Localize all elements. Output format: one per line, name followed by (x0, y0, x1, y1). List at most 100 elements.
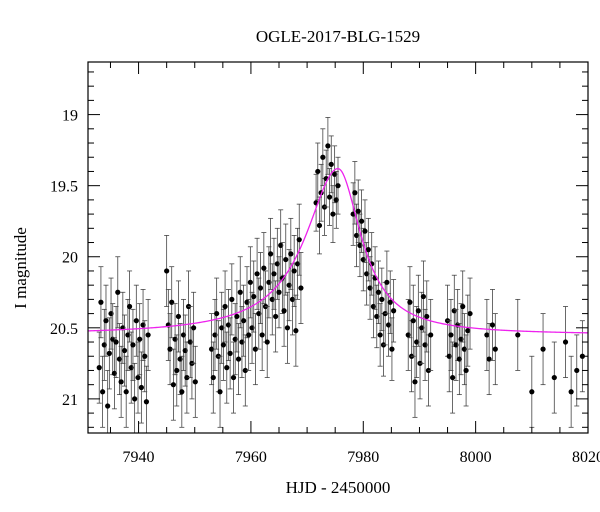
data-point (242, 367, 248, 374)
y-tick-label: 20.5 (50, 321, 78, 338)
data-point (293, 328, 299, 334)
data-point (316, 222, 323, 229)
data-point (315, 168, 321, 175)
data-point (465, 328, 471, 334)
data-point (412, 379, 418, 385)
data-point (375, 289, 382, 295)
data-point (551, 374, 557, 381)
data-point (574, 367, 580, 374)
data-point (391, 308, 397, 314)
chart-title: OGLE-2017-BLG-1529 (256, 27, 420, 46)
data-point (174, 367, 180, 374)
data-point (284, 325, 291, 331)
plot-frame (87, 61, 589, 434)
y-tick-label: 21 (62, 392, 78, 409)
data-point (230, 374, 237, 381)
data-point (276, 289, 282, 295)
data-point (428, 332, 434, 338)
data-point (217, 389, 223, 395)
data-point (220, 342, 226, 348)
data-point (298, 285, 304, 291)
data-point (379, 296, 385, 302)
data-point (234, 313, 240, 320)
data-point (267, 251, 274, 257)
data-point (229, 296, 235, 302)
data-point (407, 299, 413, 305)
data-point (143, 399, 150, 405)
data-point (175, 313, 182, 320)
data-point (241, 318, 247, 324)
data-point (113, 339, 119, 345)
data-point (415, 308, 421, 314)
data-point (377, 332, 383, 338)
data-point (529, 389, 535, 395)
data-point (184, 374, 190, 381)
data-point (325, 143, 331, 149)
x-tick-label: 7940 (123, 449, 155, 466)
data-point (115, 289, 121, 295)
data-point (568, 389, 574, 395)
data-point (264, 339, 270, 345)
data-point (320, 154, 326, 160)
data-point (145, 332, 151, 338)
data-point (326, 194, 333, 200)
data-point (227, 350, 233, 356)
data-point (252, 346, 259, 352)
data-point (463, 367, 469, 374)
data-point (387, 299, 393, 305)
data-point (283, 256, 289, 263)
data-point (142, 353, 148, 359)
data-point (237, 289, 243, 295)
data-point (281, 308, 287, 314)
data-point (448, 332, 454, 338)
data-point (562, 339, 569, 345)
data-point (296, 237, 302, 243)
data-point (384, 279, 390, 285)
x-tick-label: 7980 (347, 449, 379, 466)
data-point (288, 251, 294, 257)
data-point (138, 384, 144, 391)
data-point (489, 322, 496, 328)
data-point (98, 299, 104, 305)
data-point (105, 403, 111, 409)
data-point (170, 382, 176, 388)
data-point (100, 389, 106, 395)
data-point (103, 318, 109, 324)
model-curve (88, 167, 588, 334)
data-point (365, 247, 371, 253)
data-point (247, 279, 253, 285)
x-tick-label: 8000 (460, 449, 492, 466)
data-point (450, 374, 456, 381)
data-point (362, 228, 368, 234)
data-point (133, 318, 139, 324)
data-point (330, 211, 336, 217)
y-axis-label: I magnitude (11, 227, 30, 309)
x-axis-label: HJD - 2450000 (286, 478, 391, 497)
data-point (261, 265, 267, 271)
data-point (121, 347, 128, 354)
data-layer (88, 117, 588, 433)
data-point (273, 313, 279, 320)
data-point (335, 183, 341, 189)
data-point (424, 313, 430, 320)
data-point (164, 268, 170, 274)
data-point (126, 303, 133, 310)
data-point (420, 293, 426, 300)
data-point (492, 346, 498, 352)
data-point (484, 332, 490, 338)
data-point (167, 346, 173, 352)
data-point (246, 332, 252, 338)
plot-area: 7940 7960 7980 8000 8020 19 19.5 20 20.5 21 (50, 61, 600, 466)
data-point (191, 325, 197, 331)
data-point (515, 332, 521, 338)
data-point (540, 346, 546, 352)
data-point (257, 285, 264, 291)
data-point (192, 379, 198, 385)
data-point (118, 379, 124, 385)
data-point (96, 365, 102, 371)
data-point (358, 218, 365, 224)
data-point (271, 271, 277, 277)
data-point (106, 350, 112, 356)
data-point (254, 271, 260, 277)
